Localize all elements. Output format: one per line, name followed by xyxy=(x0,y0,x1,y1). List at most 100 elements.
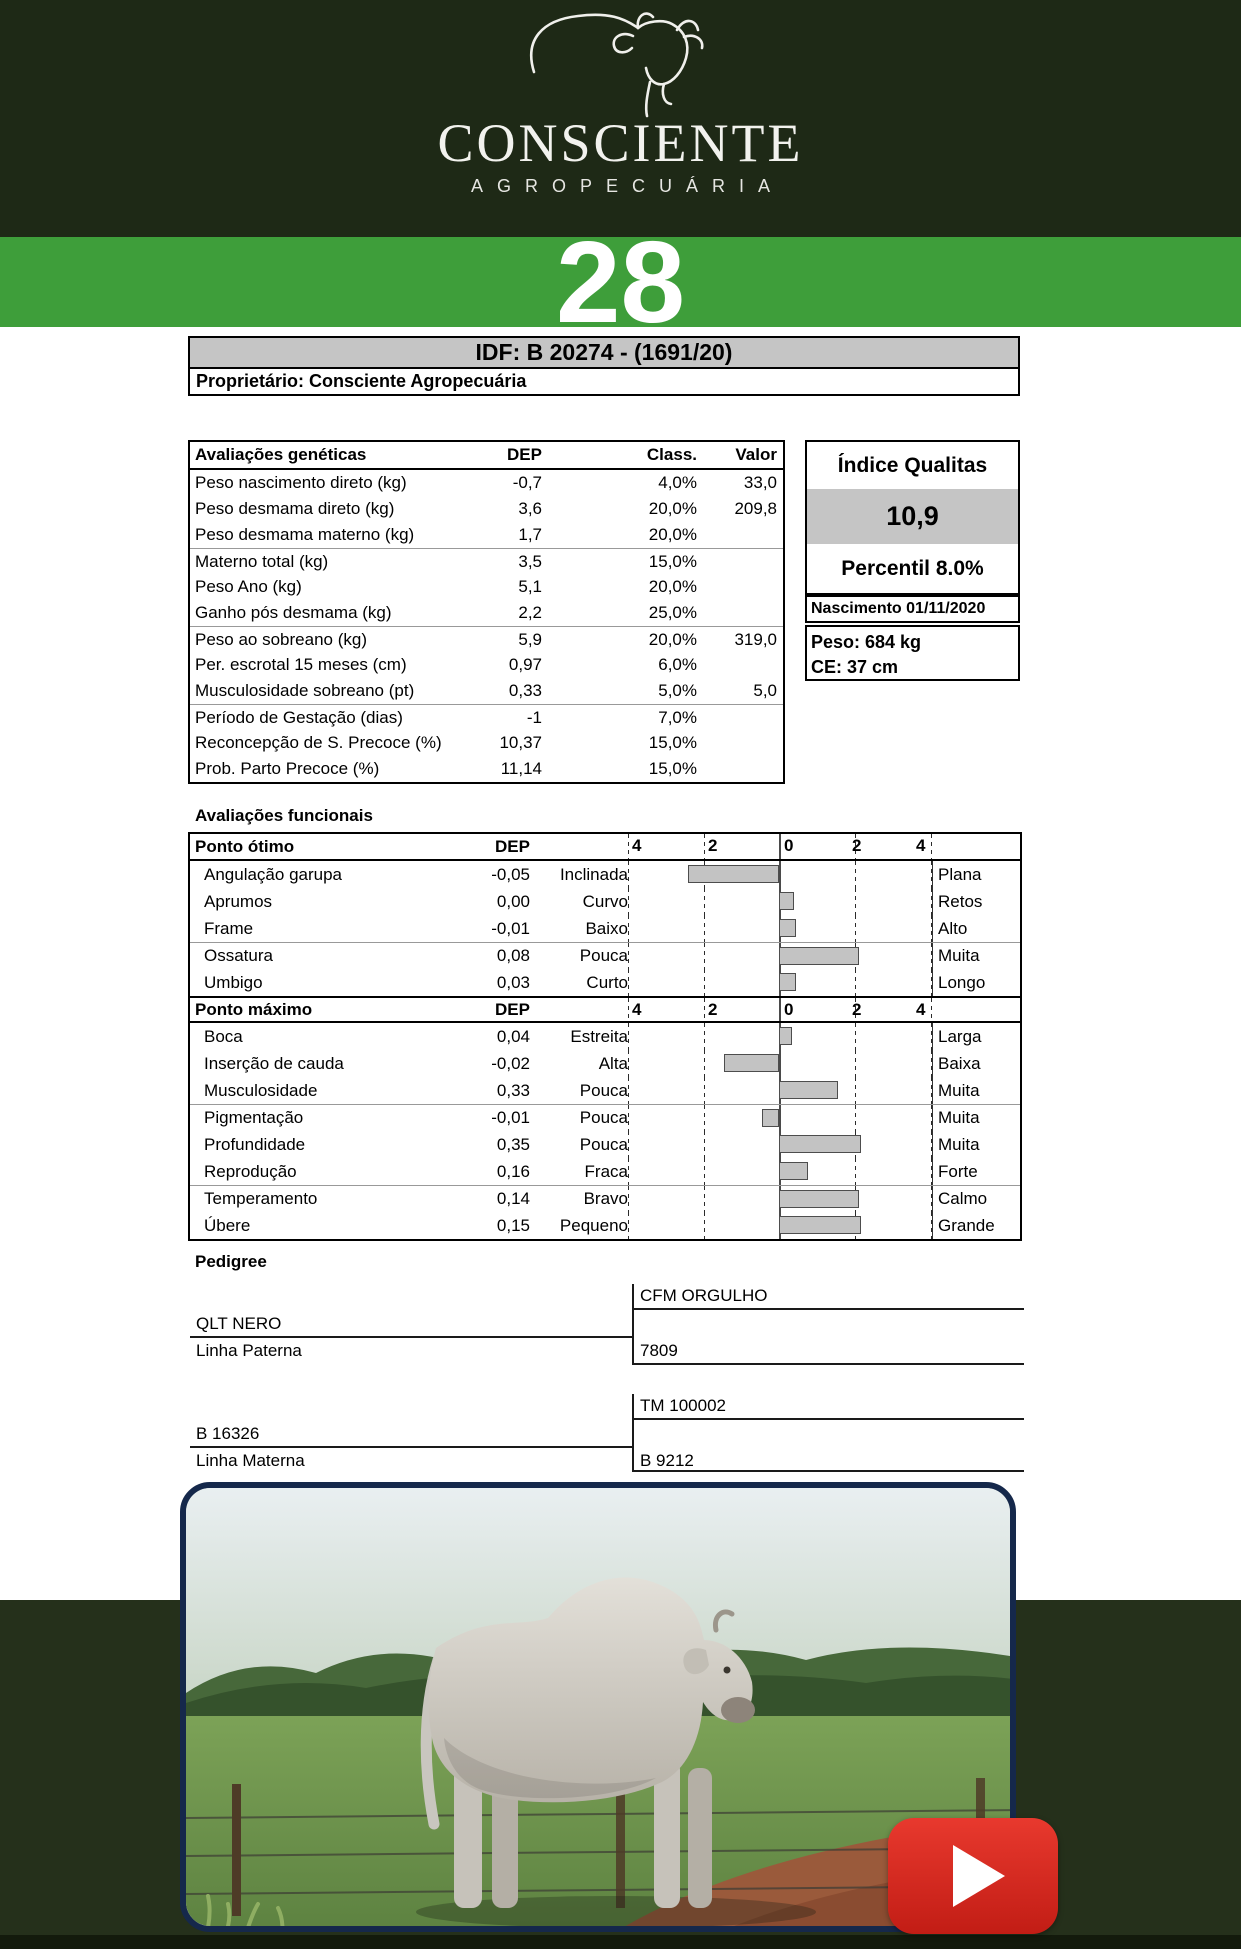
functional-row: Profundidade 0,35 Pouca Muita xyxy=(190,1131,1020,1158)
functional-row: Temperamento 0,14 Bravo Calmo xyxy=(190,1185,1020,1212)
metric-class: 4,0% xyxy=(658,473,697,492)
metric-valor: 33,0 xyxy=(743,473,777,492)
trait-right-label: Retos xyxy=(932,888,1020,915)
pedigree-line xyxy=(632,1418,1024,1420)
table-row: Peso desmama direto (kg) 3,6 20,0% 209,8 xyxy=(190,496,783,522)
table-row: Prob. Parto Precoce (%) 11,14 15,0% xyxy=(190,756,783,782)
qualitas-value: 10,9 xyxy=(807,489,1018,544)
trait-left-label: Bravo xyxy=(583,1189,628,1208)
trait-dep: 0,08 xyxy=(496,946,530,965)
youtube-play-button[interactable] xyxy=(888,1818,1058,1934)
trait-bar xyxy=(723,1054,779,1072)
trait-bar xyxy=(779,1216,861,1234)
metric-class: 7,0% xyxy=(658,707,697,727)
trait-bar xyxy=(779,1135,861,1153)
trait-right-label: Muita xyxy=(932,1131,1020,1158)
lot-number: 28 xyxy=(555,217,686,347)
trait-right-label: Forte xyxy=(932,1158,1020,1185)
trait-bar-chart xyxy=(628,861,932,888)
trait-left-label: Pouca xyxy=(579,1080,628,1100)
functional-row: Angulação garupa -0,05 Inclinada Plana xyxy=(190,861,1020,888)
trait-name: Angulação garupa xyxy=(204,864,343,884)
trait-right-label: Grande xyxy=(932,1212,1020,1239)
trait-bar-chart xyxy=(628,888,932,915)
table-header-row: Avaliações genéticas DEP Class. Valor xyxy=(190,442,783,470)
trait-name: Temperamento xyxy=(204,1189,318,1208)
scale-tick: 2 xyxy=(852,1000,862,1019)
table-row: Peso Ano (kg) 5,1 20,0% xyxy=(190,574,783,600)
scale-axis: 4 2 0 2 4 xyxy=(628,998,932,1021)
trait-left-label: Baixo xyxy=(585,918,628,938)
metric-dep: 0,97 xyxy=(508,655,542,674)
metric-class: 20,0% xyxy=(648,577,697,596)
scale-tick: 2 xyxy=(708,836,718,855)
trait-name: Inserção de cauda xyxy=(204,1053,344,1073)
metric-class: 15,0% xyxy=(648,551,697,571)
qualitas-index-panel: Índice Qualitas 10,9 Percentil 8.0% xyxy=(805,440,1020,595)
metric-name: Reconcepção de S. Precoce (%) xyxy=(195,733,442,752)
trait-name: Boca xyxy=(204,1026,243,1046)
functional-row: Frame -0,01 Baixo Alto xyxy=(190,915,1020,942)
metric-dep: 5,9 xyxy=(518,629,542,649)
functional-row: Reprodução 0,16 Fraca Forte xyxy=(190,1158,1020,1185)
trait-bar xyxy=(779,947,859,965)
trait-right-label: Plana xyxy=(932,861,1020,888)
functional-row: Aprumos 0,00 Curvo Retos xyxy=(190,888,1020,915)
trait-dep: 0,35 xyxy=(496,1134,530,1154)
trait-bar xyxy=(779,892,795,910)
weight-scrotal-box: Peso: 684 kg CE: 37 cm xyxy=(805,625,1020,681)
trait-right-label: Alto xyxy=(932,915,1020,942)
metric-class: 5,0% xyxy=(658,681,697,700)
trait-left-label: Curvo xyxy=(582,891,628,911)
trait-bar-chart xyxy=(628,1131,932,1158)
pedigree-line xyxy=(632,1308,1024,1310)
pedigree-line xyxy=(190,1446,634,1448)
trait-right-label: Larga xyxy=(932,1023,1020,1050)
trait-name: Aprumos xyxy=(204,891,273,911)
metric-valor: 5,0 xyxy=(753,681,777,700)
metric-valor: 209,8 xyxy=(734,499,777,518)
metric-dep: 10,37 xyxy=(499,733,542,752)
trait-dep: 0,04 xyxy=(496,1026,530,1046)
trait-right-label: Longo xyxy=(932,969,1020,996)
col-header-dep: DEP xyxy=(507,445,542,464)
pedigree-line xyxy=(632,1363,1024,1365)
scale-tick: 0 xyxy=(784,1000,794,1019)
trait-name: Reprodução xyxy=(204,1161,297,1181)
idf-title: IDF: B 20274 - (1691/20) xyxy=(188,336,1020,369)
brand-header: CONSCIENTE AGROPECUÁRIA xyxy=(0,0,1241,237)
trait-bar xyxy=(779,919,797,937)
table-row: Musculosidade sobreano (pt) 0,33 5,0% 5,… xyxy=(190,678,783,704)
spacer xyxy=(932,834,1020,859)
trait-left-label: Estreita xyxy=(570,1026,628,1046)
metric-dep: 11,14 xyxy=(500,759,542,778)
bull-photo xyxy=(180,1482,1016,1932)
spacer xyxy=(932,998,1020,1021)
trait-name: Pigmentação xyxy=(204,1108,304,1127)
pedigree-title: Pedigree xyxy=(195,1252,267,1271)
metric-name: Peso ao sobreano (kg) xyxy=(195,629,367,649)
pedigree-granddam-maternal: B 9212 xyxy=(640,1451,694,1470)
functional-row: Úbere 0,15 Pequeno Grande xyxy=(190,1212,1020,1239)
scale-tick: 4 xyxy=(916,1000,926,1019)
functional-row: Musculosidade 0,33 Pouca Muita xyxy=(190,1077,1020,1104)
trait-dep: 0,16 xyxy=(496,1161,530,1181)
functional-evaluations-table: Ponto ótimo DEP 4 2 0 2 4 Angulação garu… xyxy=(188,832,1022,1241)
trait-dep: -0,05 xyxy=(491,864,530,884)
group-header: Ponto máximo xyxy=(195,999,313,1019)
pedigree-maternal-label: Linha Materna xyxy=(196,1451,305,1470)
trait-left-label: Inclinada xyxy=(559,864,628,884)
col-header-name: Avaliações genéticas xyxy=(195,445,367,464)
scale-tick: 4 xyxy=(916,836,926,855)
trait-name: Úbere xyxy=(204,1215,251,1235)
trait-left-label: Alta xyxy=(598,1053,628,1073)
pedigree-granddam-paternal: 7809 xyxy=(640,1341,678,1360)
trait-name: Musculosidade xyxy=(204,1080,318,1100)
trait-bar xyxy=(779,1027,793,1045)
functional-section-title: Avaliações funcionais xyxy=(195,806,373,825)
scale-tick: 2 xyxy=(708,1000,718,1019)
functional-header-row: Ponto máximo DEP 4 2 0 2 4 xyxy=(190,996,1020,1023)
trait-bar xyxy=(779,1190,859,1208)
functional-row: Pigmentação -0,01 Pouca Muita xyxy=(190,1104,1020,1131)
